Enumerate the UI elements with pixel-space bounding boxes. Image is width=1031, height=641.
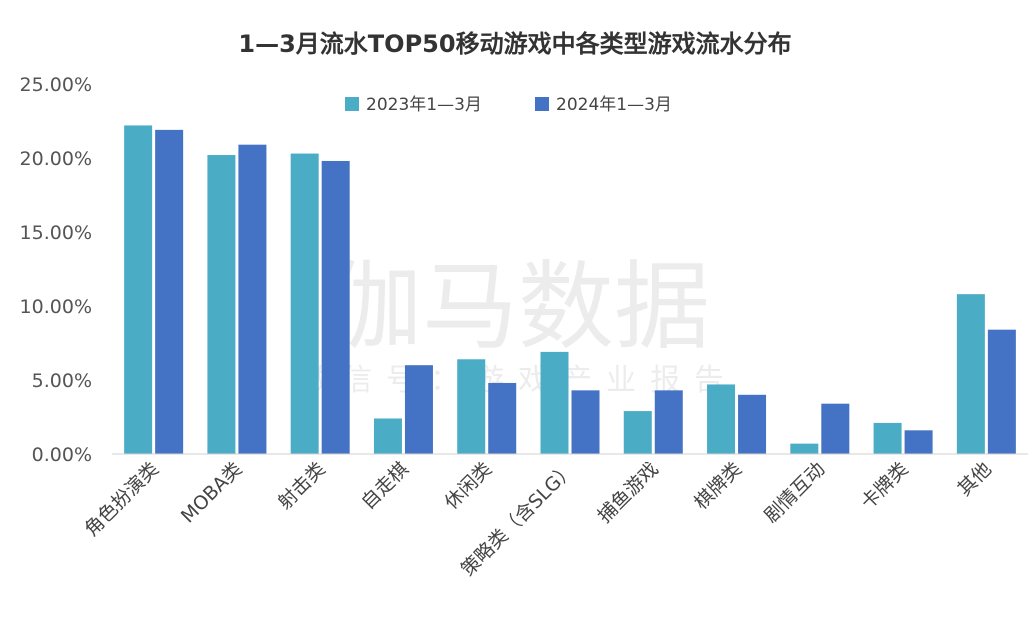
- y-tick-label: 10.00%: [20, 296, 92, 318]
- legend-swatch-2023: [345, 97, 359, 111]
- legend-swatch-2024: [535, 97, 549, 111]
- watermark-main: 伽马数据: [326, 251, 710, 363]
- bar-2024: [321, 160, 350, 454]
- bar-2023: [540, 351, 569, 454]
- x-tick-label: 捕鱼游戏: [594, 458, 663, 527]
- bar-2023: [373, 418, 402, 454]
- y-tick-label: 0.00%: [32, 444, 92, 466]
- bar-2023: [873, 422, 902, 454]
- bar-2024: [654, 390, 683, 454]
- chart-title: 1—3月流水TOP50移动游戏中各类型游戏流水分布: [238, 30, 791, 58]
- y-tick-label: 20.00%: [20, 148, 92, 170]
- x-tick-label: 其他: [953, 458, 995, 500]
- bar-2023: [290, 153, 319, 454]
- bar-2024: [488, 382, 517, 454]
- x-tick-label: 卡牌类: [857, 458, 913, 514]
- bar-2024: [238, 144, 267, 454]
- bar-2024: [987, 329, 1016, 454]
- x-tick-label: 剧情互动: [760, 458, 829, 527]
- y-tick-label: 15.00%: [20, 222, 92, 244]
- bar-2024: [904, 430, 933, 454]
- x-axis: 角色扮演类 MOBA类 射击类 自走棋 休闲类策略类（含SLG） 捕鱼游戏 棋牌类 剧情互动卡…: [80, 458, 995, 581]
- watermark: 伽马数据 微信号：游戏产业报告: [298, 251, 724, 398]
- bar-2023: [956, 294, 985, 454]
- bar-2023: [790, 443, 819, 454]
- bar-2024: [571, 390, 600, 454]
- x-tick-label: 休闲类: [440, 458, 496, 514]
- bar-2023: [623, 411, 652, 454]
- x-tick-label: MOBA类: [177, 458, 247, 528]
- bar-2024: [738, 394, 767, 454]
- y-tick-label: 5.00%: [32, 370, 92, 392]
- bar-2024: [404, 365, 433, 454]
- y-tick-label: 25.00%: [20, 74, 92, 96]
- legend: 2023年1—3月 2024年1—3月: [345, 95, 672, 115]
- bar-2024: [821, 403, 850, 454]
- x-tick-label: 棋牌类: [690, 458, 746, 514]
- bar-2023: [124, 125, 153, 454]
- y-axis: 0.00% 5.00% 10.00% 15.00% 20.00% 25.00%: [20, 74, 92, 466]
- x-tick-label: 射击类: [274, 458, 330, 514]
- legend-label-2024: 2024年1—3月: [556, 95, 672, 115]
- plot-area: [124, 125, 1016, 455]
- bar-2023: [207, 155, 236, 455]
- bar-2023: [707, 384, 736, 454]
- legend-label-2023: 2023年1—3月: [366, 95, 482, 115]
- x-tick-label: 角色扮演类: [80, 458, 163, 541]
- bar-2023: [457, 359, 486, 454]
- bar-2024: [155, 129, 184, 454]
- x-tick-label: 自走棋: [357, 458, 413, 514]
